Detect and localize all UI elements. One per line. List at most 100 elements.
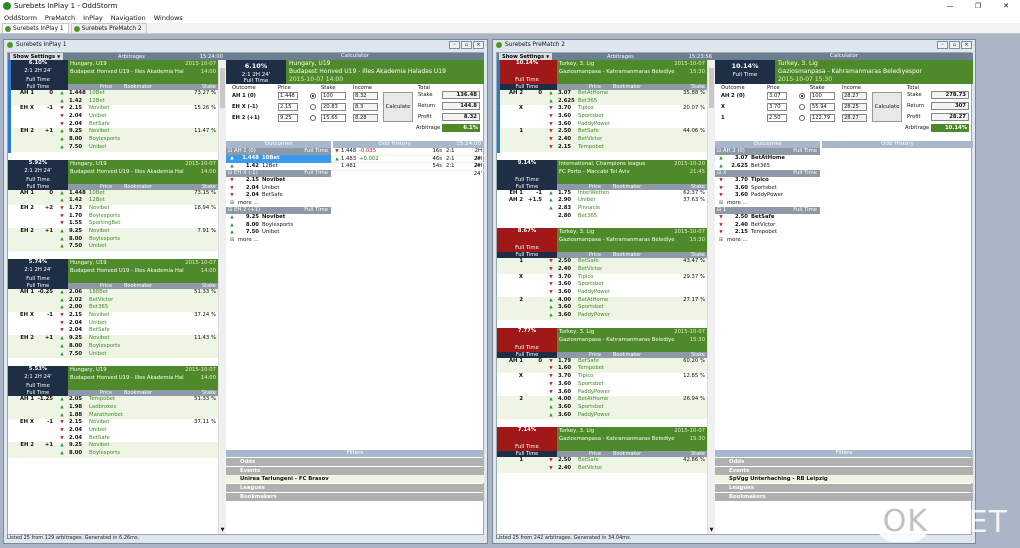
odds-row[interactable]: ▲ 7.50 Unibet [8, 143, 218, 152]
odds-row[interactable]: ▲ 7.50 Unibet [8, 243, 218, 251]
odds-row[interactable]: AH 1 -0.25 ▲ 2.06 188Bet 51.33 % [8, 289, 218, 297]
filter-bookmakers[interactable]: Bookmakers [715, 493, 973, 501]
vertical-scrollbar[interactable]: ▼ [218, 60, 226, 534]
bookmaker-name[interactable]: BetAtHome [578, 90, 609, 96]
bookmaker-name[interactable]: 188Bet [89, 289, 109, 295]
bookmaker-name[interactable]: Tipico [578, 373, 594, 380]
bookmaker-name[interactable]: BetAtHome [578, 296, 609, 303]
collapse-icon[interactable]: ⊟ [227, 207, 233, 213]
odds-row[interactable]: ▼ 2.04 Unibet [8, 427, 218, 435]
odds-row[interactable]: X ▼ 3.70 Tipico 29.37 % [497, 274, 707, 282]
outcome-odds-row[interactable]: ▼ 3.60 Sportsbet [715, 185, 820, 193]
outcome-odds-row[interactable]: ▼ 2.15 Tempobet [715, 229, 820, 237]
calc-stake-input[interactable]: 122.79 [810, 114, 835, 122]
calc-stake-input[interactable]: 20.83 [321, 103, 346, 111]
outcome-odds-row[interactable]: ▲ 8.00 Boylesports [226, 222, 331, 230]
bookmaker-name[interactable]: Boylesports [89, 235, 121, 242]
arbitrage-card[interactable]: 5.53% 2:1 2H 24' Full Time Hungary, U19 Buda… [8, 366, 218, 458]
menu-navigation[interactable]: Navigation [110, 13, 146, 22]
expand-icon[interactable]: ⊞ [718, 199, 724, 206]
outcome-odds-row[interactable]: ▼ 2.15 Novibet [226, 177, 331, 185]
odds-row[interactable]: ▼ 2.04 Unibet [8, 113, 218, 121]
odds-row[interactable]: ▲ 1.98 Ladbrokes [8, 403, 218, 412]
bookmaker-name[interactable]: BetSafe [89, 434, 110, 441]
outcome-odds-row[interactable]: ▼ 3.70 Tipico [715, 177, 820, 185]
odds-row[interactable]: AH 1 0 ▲ 1.448 10Bet 73.27 % [8, 90, 218, 98]
minimize-icon[interactable]: – [449, 41, 460, 49]
outcome-odds-row[interactable]: ▼ 2.04 Unibet [226, 185, 331, 193]
bookmaker-name[interactable]: Tempobet [578, 365, 605, 372]
maximize-icon[interactable]: ▫ [949, 41, 960, 49]
bookmaker-name[interactable]: Novibet [89, 227, 110, 234]
arbitrage-card[interactable]: 8.67% Full Time Turkey, 3. Lig Gaziosmanpas… [497, 228, 707, 320]
odds-row[interactable]: ▲ 2.00 Bet365 [8, 304, 218, 313]
odds-row[interactable]: ▲ 3.60 Sportsbet [497, 304, 707, 313]
fixed-stake-radio[interactable] [799, 104, 805, 110]
odds-row[interactable]: ▼ 2.04 Unibet [8, 320, 218, 328]
bookmaker-name[interactable]: Tempobet [89, 396, 116, 403]
outcome-odds-row[interactable]: ▲ 9.25 Novibet [226, 214, 331, 222]
fixed-stake-radio[interactable] [310, 93, 316, 99]
odds-row[interactable]: EH X -1 ▼ 2.15 Novibet 37.11 % [8, 419, 218, 427]
outcome-odds-row[interactable]: ▼ 2.40 BetVictor [715, 222, 820, 230]
bookmaker-name[interactable]: BetVictor [89, 296, 114, 303]
odds-row[interactable]: AH 2 0 ▲ 3.07 BetAtHome 35.88 % [497, 90, 707, 98]
odds-row[interactable]: EH 2 +1 ▲ 9.25 Novibet [8, 442, 218, 450]
bookmaker-name[interactable]: Pinnacle [578, 204, 601, 211]
arbitrage-card[interactable]: 5.74% 2:1 2H 24' Full Time Hungary, U19 Buda… [8, 259, 218, 359]
odds-row[interactable]: ▲ 1.42 12Bet [8, 97, 218, 106]
bookmaker-name[interactable]: Sportsbet [578, 380, 604, 387]
odds-row[interactable]: X ▼ 3.70 Tipico 20.07 % [497, 105, 707, 113]
odds-row[interactable]: ▲ 2.02 BetVictor [8, 296, 218, 305]
scrollbar-thumb[interactable] [220, 68, 225, 108]
bookmaker-name[interactable]: Boylesports [89, 212, 121, 219]
close-icon[interactable]: × [473, 41, 484, 49]
bookmaker-name[interactable]: BetSafe [89, 120, 110, 127]
odds-row[interactable]: ▲ 8.00 Boylesports [8, 342, 218, 351]
bookmaker-name[interactable]: PaddyPower [578, 411, 611, 418]
odds-row[interactable]: ▲ 3.60 Sportsbet [497, 403, 707, 412]
more-row[interactable]: ⊞ more ... [715, 237, 820, 245]
outcome-odds-row[interactable]: ▲ 2.625 Bet365 [715, 163, 820, 171]
more-row[interactable]: ⊞ more ... [226, 200, 331, 208]
collapse-icon[interactable]: ⊟ [716, 148, 722, 154]
calc-price-input[interactable]: 1.448 [278, 92, 298, 100]
bookmaker-name[interactable]: 10Bet [89, 90, 105, 96]
odds-row[interactable]: ▲ 1.88 Marathonbet [8, 411, 218, 420]
bookmaker-name[interactable]: BetVictor [578, 265, 603, 272]
odds-row[interactable]: ▼ 2.40 BetVictor [497, 464, 707, 473]
odds-row[interactable]: 2.80 Bet365 [497, 213, 707, 221]
odds-row[interactable]: AH 1 0 ▼ 1.79 BetSafe 60.20 % [497, 357, 707, 366]
bookmaker-name[interactable]: Unibet [89, 426, 107, 433]
maximize-icon[interactable]: ▫ [461, 41, 472, 49]
outcome-odds-row[interactable]: ▼ 2.50 BetSafe [715, 214, 820, 222]
bookmaker-name[interactable]: Marathonbet [89, 411, 123, 418]
bookmaker-name[interactable]: PaddyPower [578, 312, 611, 319]
odds-row[interactable]: EH 2 +2 ▼ 1.73 Novibet 18.94 % [8, 205, 218, 213]
outcome-odds-row[interactable]: ▲ 1.42 12Bet [226, 163, 331, 171]
show-settings-button[interactable]: Show Settings ▼ [499, 53, 553, 60]
bookmaker-name[interactable]: BetSafe [578, 258, 599, 265]
odds-row[interactable]: ▼ 3.60 PaddyPower [497, 121, 707, 129]
bookmaker-name[interactable]: Boylesports [89, 450, 121, 456]
bookmaker-name[interactable]: BetSafe [578, 128, 599, 135]
outcome-group-header[interactable]: ⊟ AH 1 (0) Full Time [226, 148, 331, 155]
menu-inplay[interactable]: InPlay [83, 13, 103, 22]
filter-odds[interactable]: Odds [226, 458, 484, 466]
arbitrage-card[interactable]: 7.14% Full Time Turkey, 3. Lig Gaziosmanpas… [497, 427, 707, 473]
odds-row[interactable]: ▲ 3.60 PaddyPower [497, 312, 707, 320]
bookmaker-name[interactable]: Novibet [89, 312, 110, 319]
odds-row[interactable]: ▼ 2.40 BetVictor [497, 136, 707, 144]
odds-row[interactable]: ▲ 1.42 12Bet [8, 197, 218, 205]
bookmaker-name[interactable]: 10Bet [89, 189, 105, 196]
bookmaker-name[interactable]: Boylesports [89, 342, 121, 349]
bookmaker-name[interactable]: SportingBet [89, 220, 121, 227]
arbitrage-card[interactable]: 7.77% Full Time Turkey, 3. Lig Gaziosmanpas… [497, 327, 707, 420]
arbitrage-card[interactable]: 10.14% Full Time Turkey, 3. Lig Gaziosmanpa… [497, 60, 707, 153]
show-settings-button[interactable]: Show Settings ▼ [10, 53, 64, 60]
calc-stake-input[interactable]: 100 [321, 92, 346, 100]
bookmaker-name[interactable]: Sportsbet [578, 304, 604, 311]
bookmaker-name[interactable]: Novibet [89, 204, 110, 211]
collapse-icon[interactable]: ⊟ [716, 207, 722, 213]
odds-row[interactable]: AH 2 +1.5 ▲ 2.90 Unibet 37.63 % [497, 197, 707, 205]
